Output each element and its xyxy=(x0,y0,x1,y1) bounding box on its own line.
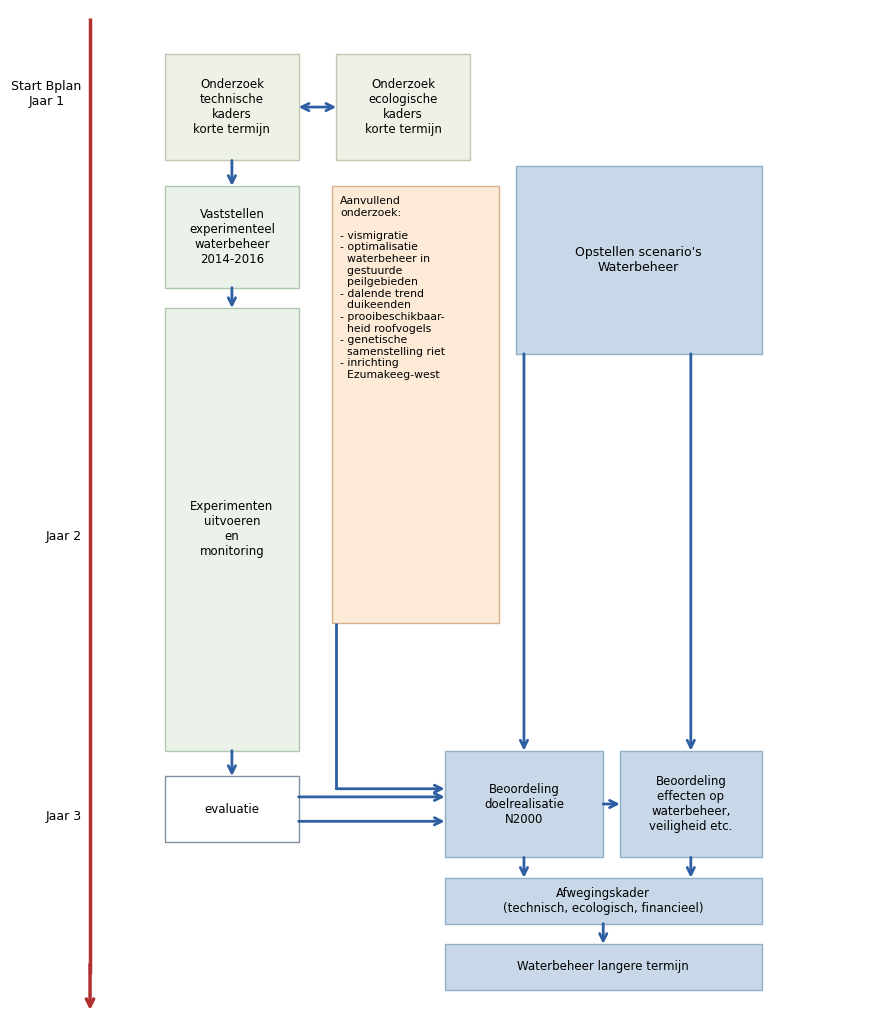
FancyBboxPatch shape xyxy=(444,751,603,857)
FancyBboxPatch shape xyxy=(165,186,299,287)
Text: Start Bplan
Jaar 1: Start Bplan Jaar 1 xyxy=(11,81,82,108)
Text: Vaststellen
experimenteel
waterbeheer
2014-2016: Vaststellen experimenteel waterbeheer 20… xyxy=(189,208,275,266)
FancyBboxPatch shape xyxy=(332,186,498,623)
Text: Waterbeheer langere termijn: Waterbeheer langere termijn xyxy=(518,961,689,973)
FancyBboxPatch shape xyxy=(516,166,762,354)
Text: Aanvullend
onderzoek:

- vismigratie
- optimalisatie
  waterbeheer in
  gestuurd: Aanvullend onderzoek: - vismigratie - op… xyxy=(340,196,445,381)
FancyBboxPatch shape xyxy=(336,53,470,161)
Text: Opstellen scenario's
Waterbeheer: Opstellen scenario's Waterbeheer xyxy=(575,246,702,274)
FancyBboxPatch shape xyxy=(165,53,299,161)
FancyBboxPatch shape xyxy=(444,878,762,924)
Text: Jaar 2: Jaar 2 xyxy=(45,531,82,543)
FancyBboxPatch shape xyxy=(444,944,762,989)
Text: Jaar 3: Jaar 3 xyxy=(45,810,82,824)
Text: Beoordeling
effecten op
waterbeheer,
veiligheid etc.: Beoordeling effecten op waterbeheer, vei… xyxy=(650,775,732,833)
FancyBboxPatch shape xyxy=(620,751,762,857)
Text: Afwegingskader
(technisch, ecologisch, financieel): Afwegingskader (technisch, ecologisch, f… xyxy=(503,887,704,915)
FancyBboxPatch shape xyxy=(165,308,299,751)
Text: Onderzoek
ecologische
kaders
korte termijn: Onderzoek ecologische kaders korte termi… xyxy=(365,78,442,136)
FancyBboxPatch shape xyxy=(165,776,299,842)
Text: Beoordeling
doelrealisatie
N2000: Beoordeling doelrealisatie N2000 xyxy=(484,783,564,826)
Text: Experimenten
uitvoeren
en
monitoring: Experimenten uitvoeren en monitoring xyxy=(190,500,273,559)
Text: Onderzoek
technische
kaders
korte termijn: Onderzoek technische kaders korte termij… xyxy=(194,78,271,136)
Text: evaluatie: evaluatie xyxy=(204,803,259,815)
